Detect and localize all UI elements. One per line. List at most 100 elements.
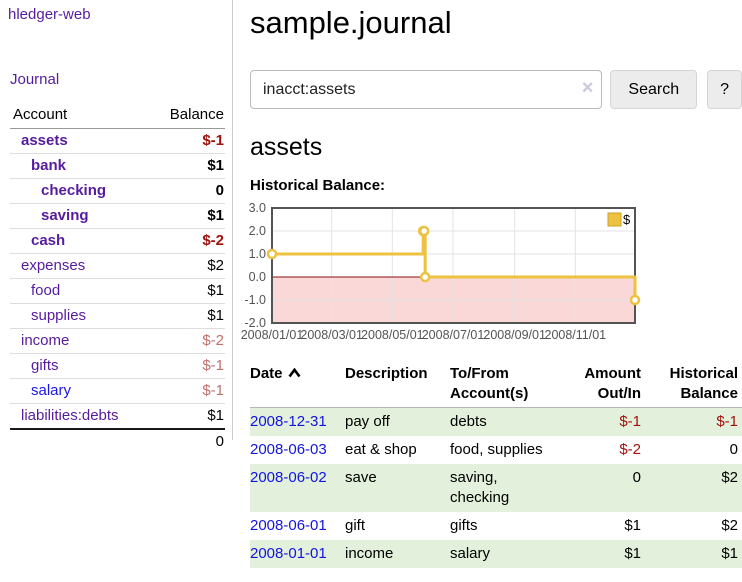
x-tick-label: 2008/01/01 bbox=[241, 328, 304, 342]
page-title: sample.journal bbox=[250, 5, 452, 40]
account-row: bank $1 bbox=[10, 153, 225, 179]
transaction-description: eat & shop bbox=[345, 441, 417, 458]
y-tick-label: -2.0 bbox=[244, 316, 266, 330]
transaction-amount: $-2 bbox=[619, 441, 641, 458]
chart-svg: 3.0 2.0 1.0 0.0 -1.0 -2.02008/01/012008/03/01… bbox=[241, 201, 641, 342]
account-row: supplies $1 bbox=[10, 303, 225, 329]
account-name-cell: cash bbox=[10, 229, 150, 254]
accounts-total-row: 0 bbox=[10, 428, 225, 454]
search-input-wrap: × bbox=[250, 70, 603, 109]
data-point bbox=[266, 248, 278, 260]
plot-border bbox=[271, 207, 636, 324]
account-name-cell: income bbox=[10, 329, 150, 354]
account-link[interactable]: expenses bbox=[21, 257, 86, 274]
transaction-amount: $-1 bbox=[619, 413, 641, 430]
help-button[interactable]: ? bbox=[707, 70, 742, 109]
account-link[interactable]: saving bbox=[41, 207, 89, 224]
account-balance: $1 bbox=[207, 307, 224, 324]
y-tick-label: 1.0 bbox=[249, 247, 266, 261]
transaction-date-link[interactable]: 2008-06-03 bbox=[250, 441, 327, 458]
account-link[interactable]: checking bbox=[41, 182, 107, 199]
account-link[interactable]: cash bbox=[31, 232, 66, 249]
account-link[interactable]: income bbox=[21, 332, 70, 349]
transaction-accounts: gifts bbox=[450, 517, 478, 534]
account-balance: 0 bbox=[215, 182, 224, 199]
transaction-date-link[interactable]: 2008-12-31 bbox=[250, 413, 327, 430]
transaction-balance: 0 bbox=[729, 441, 738, 458]
historical-balance-chart: 3.0 2.0 1.0 0.0 -1.0 -2.0 2008/01/01 2008/03/01… bbox=[240, 201, 742, 355]
transaction-row: 2008-06-02 save saving, checking 0 $2 bbox=[250, 464, 742, 512]
x-tick-label: 2008/11/01 bbox=[545, 328, 607, 342]
data-point bbox=[629, 294, 641, 306]
account-row: checking 0 bbox=[10, 178, 225, 204]
search-input[interactable] bbox=[250, 70, 603, 109]
x-tick-label: 2008/03/01 bbox=[300, 328, 363, 342]
clear-search-icon[interactable]: × bbox=[581, 77, 594, 99]
transaction-date-link[interactable]: 2008-06-02 bbox=[250, 469, 327, 486]
transaction-row: 2008-06-01 gift gifts $1 $2 bbox=[250, 512, 742, 540]
chart-title: Historical Balance: bbox=[250, 177, 386, 194]
transaction-date-link[interactable]: 2008-01-01 bbox=[250, 545, 327, 562]
transaction-amount: $1 bbox=[624, 517, 641, 534]
sidebar-divider bbox=[232, 0, 233, 440]
app-title-link[interactable]: hledger-web bbox=[8, 6, 91, 23]
transaction-date-cell: 2008-06-02 bbox=[250, 464, 345, 512]
account-link[interactable]: supplies bbox=[31, 307, 87, 324]
search-form: × Search ? bbox=[250, 70, 742, 109]
account-row: gifts $-1 bbox=[10, 353, 225, 379]
transaction-amount: 0 bbox=[632, 469, 641, 486]
register-header-row: Date Description To/From Account(s) Amou… bbox=[250, 361, 742, 408]
account-row: liabilities:debts $1 bbox=[10, 403, 225, 430]
transaction-date-cell: 2008-01-01 bbox=[250, 540, 345, 568]
transaction-date-cell: 2008-06-01 bbox=[250, 512, 345, 540]
sort-ascending-icon bbox=[287, 364, 301, 384]
account-balance: $1 bbox=[207, 282, 224, 299]
search-button[interactable]: Search bbox=[610, 70, 698, 109]
accounts-header-account: Account bbox=[10, 103, 150, 129]
account-row: income $-2 bbox=[10, 328, 225, 354]
register-header-date[interactable]: Date bbox=[250, 361, 345, 408]
x-tick-label: 2008/07/01 bbox=[422, 328, 485, 342]
account-name-cell: supplies bbox=[10, 304, 150, 329]
account-row: assets $-1 bbox=[10, 129, 225, 154]
sidebar-item-journal[interactable]: Journal bbox=[10, 71, 60, 88]
account-link[interactable]: assets bbox=[21, 132, 68, 149]
transaction-balance: $-1 bbox=[716, 413, 738, 430]
account-name-cell: saving bbox=[10, 204, 150, 229]
y-tick-label: 2.0 bbox=[249, 224, 266, 238]
account-name-cell: checking bbox=[10, 179, 150, 204]
account-link[interactable]: salary bbox=[31, 382, 72, 399]
transaction-date-link[interactable]: 2008-06-01 bbox=[250, 517, 327, 534]
account-balance: $-1 bbox=[202, 132, 224, 149]
legend-label: $ bbox=[623, 212, 631, 227]
account-link[interactable]: liabilities:debts bbox=[21, 407, 119, 424]
account-link[interactable]: bank bbox=[31, 157, 67, 174]
account-row: expenses $2 bbox=[10, 253, 225, 279]
register-header-accounts: To/From Account(s) bbox=[450, 361, 554, 408]
transaction-row: 2008-06-03 eat & shop food, supplies $-2 0 bbox=[250, 436, 742, 464]
accounts-total-spacer bbox=[10, 428, 150, 454]
transaction-accounts: salary bbox=[450, 545, 491, 562]
account-link[interactable]: gifts bbox=[31, 357, 59, 374]
register-header-balance: Historical Balance bbox=[645, 361, 742, 408]
y-tick-label: 3.0 bbox=[249, 203, 266, 215]
account-name-cell: gifts bbox=[10, 354, 150, 379]
account-name-cell: liabilities:debts bbox=[10, 404, 150, 430]
transaction-balance: $2 bbox=[721, 517, 738, 534]
account-balance: $2 bbox=[207, 257, 224, 274]
accounts-header-row: Account Balance bbox=[10, 103, 225, 129]
account-heading: assets bbox=[250, 133, 323, 161]
transaction-balance: $1 bbox=[721, 545, 738, 562]
transaction-description: income bbox=[345, 545, 394, 562]
transaction-balance: $2 bbox=[721, 469, 738, 486]
account-name-cell: assets bbox=[10, 129, 150, 154]
main-content: sample.journal × Search ? assets Histori… bbox=[241, 0, 742, 568]
transaction-amount: $1 bbox=[624, 545, 641, 562]
account-link[interactable]: food bbox=[31, 282, 61, 299]
account-balance: $-1 bbox=[202, 382, 224, 399]
accounts-total-value: 0 bbox=[149, 428, 225, 454]
transaction-description: pay off bbox=[345, 413, 390, 430]
x-tick-label: 2008/05/01 bbox=[361, 328, 424, 342]
transaction-date-cell: 2008-06-03 bbox=[250, 436, 345, 464]
accounts-header-balance: Balance bbox=[149, 103, 225, 129]
